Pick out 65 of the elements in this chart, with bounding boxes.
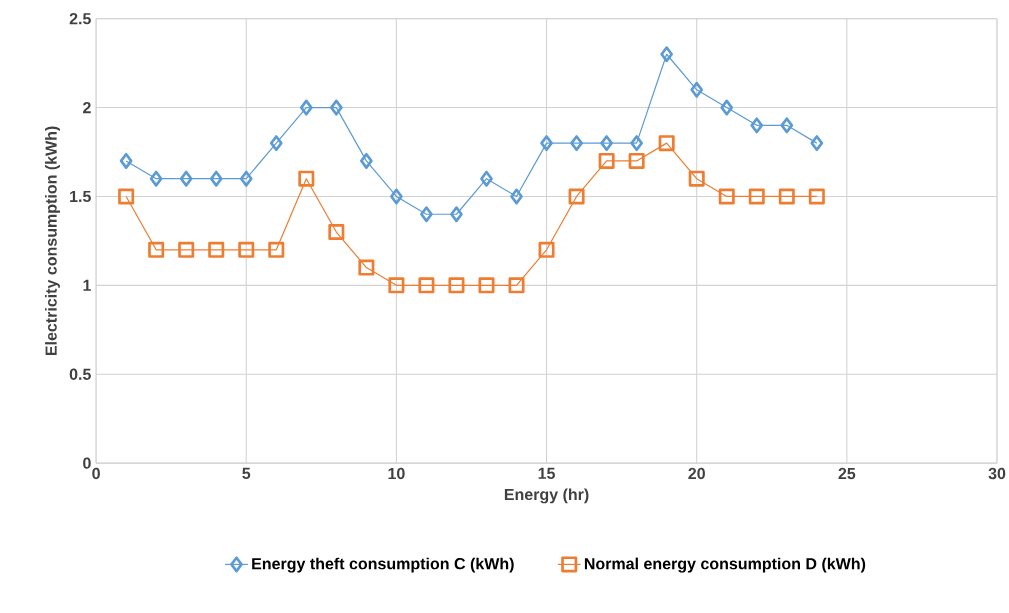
point (390, 188, 403, 205)
x-axis-title: Energy (hr) (504, 488, 589, 504)
point (478, 277, 495, 294)
y-tick-label: 0.5 (69, 368, 91, 381)
point (600, 135, 613, 152)
point (480, 170, 493, 187)
point (148, 241, 165, 258)
point (538, 241, 555, 258)
point (298, 170, 315, 187)
point (778, 188, 795, 205)
y-tick-label: 2.5 (69, 13, 91, 25)
point (268, 241, 285, 258)
x-tick-label: 15 (538, 468, 555, 480)
y-axis-title: Electricity consumption (kWh) (45, 126, 60, 356)
x-tick-label: 0 (92, 468, 100, 480)
point (720, 99, 734, 116)
point (630, 135, 643, 152)
point (178, 241, 195, 258)
point (810, 135, 824, 152)
point (598, 153, 615, 170)
point (750, 117, 764, 134)
point (118, 188, 135, 205)
point (360, 153, 373, 170)
point (660, 46, 674, 63)
y-tick-label: 1 (83, 280, 91, 292)
point (718, 188, 735, 205)
point (780, 117, 794, 134)
legend-label: Normal energy consumption D (kWh) (584, 557, 866, 573)
point (808, 188, 825, 205)
point (688, 170, 705, 187)
point (239, 170, 253, 187)
point (748, 188, 765, 205)
x-tick-label: 20 (688, 468, 705, 480)
point (269, 135, 283, 152)
point (658, 135, 675, 152)
point (690, 81, 704, 98)
point (208, 241, 225, 258)
x-tick-label: 30 (988, 468, 1006, 480)
x-tick-label: 5 (242, 468, 251, 480)
point (570, 135, 583, 152)
point (388, 277, 405, 294)
point (329, 99, 343, 116)
point (119, 153, 133, 170)
point (238, 241, 255, 258)
point (420, 206, 433, 223)
point (568, 188, 585, 205)
point (299, 99, 313, 116)
point (328, 224, 345, 241)
point (510, 188, 523, 205)
point (209, 170, 223, 187)
point (628, 153, 645, 170)
point (149, 170, 163, 187)
y-tick-label: 1.5 (70, 191, 91, 203)
point (540, 135, 553, 152)
point (179, 170, 193, 187)
point (448, 277, 465, 294)
point (418, 277, 435, 294)
x-tick-label: 25 (838, 468, 856, 480)
x-tick-label: 10 (388, 468, 405, 480)
y-tick-label: 0 (83, 457, 91, 469)
y-tick-label: 2 (83, 102, 91, 114)
point (358, 259, 375, 276)
point (450, 206, 463, 223)
point (508, 277, 525, 294)
legend-label: Energy theft consumption C (kWh) (252, 557, 514, 573)
